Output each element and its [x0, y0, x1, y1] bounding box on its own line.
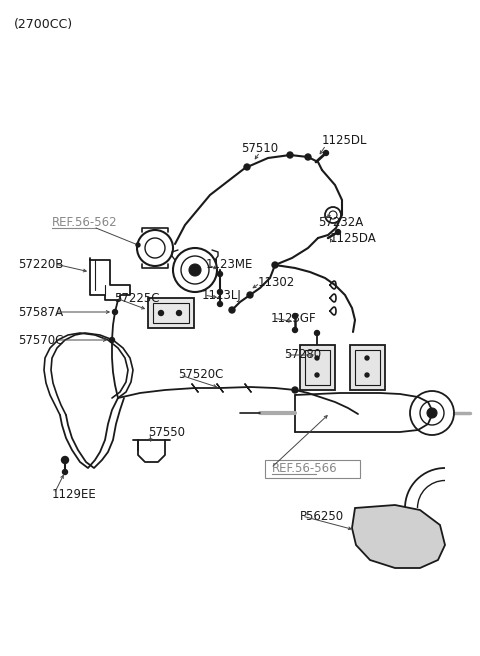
Circle shape	[315, 356, 319, 360]
Text: REF.56-566: REF.56-566	[272, 462, 337, 474]
Text: 57587A: 57587A	[18, 306, 63, 319]
Bar	[350, 345, 385, 390]
Text: 1123GF: 1123GF	[271, 312, 317, 325]
Circle shape	[427, 408, 437, 418]
Text: REF.56-562: REF.56-562	[52, 216, 118, 228]
Circle shape	[247, 292, 253, 298]
Circle shape	[272, 262, 278, 268]
Circle shape	[365, 356, 369, 360]
Text: 11302: 11302	[258, 276, 295, 289]
Text: 57280: 57280	[284, 348, 321, 361]
Circle shape	[136, 243, 140, 247]
Circle shape	[287, 152, 293, 158]
Text: 1125DL: 1125DL	[322, 134, 368, 148]
Circle shape	[229, 307, 235, 313]
Circle shape	[189, 264, 201, 276]
Polygon shape	[352, 505, 445, 568]
Text: 57232A: 57232A	[318, 216, 363, 228]
Circle shape	[177, 310, 181, 316]
Text: 1129EE: 1129EE	[52, 487, 97, 501]
Circle shape	[336, 230, 340, 234]
Text: 1123LJ: 1123LJ	[202, 289, 242, 302]
Text: 57225C: 57225C	[114, 291, 159, 304]
Text: 57220B: 57220B	[18, 258, 63, 270]
Circle shape	[158, 310, 164, 316]
Circle shape	[292, 327, 298, 333]
Circle shape	[244, 164, 250, 170]
Circle shape	[109, 337, 115, 342]
Bar	[305, 350, 330, 385]
Text: (2700CC): (2700CC)	[14, 18, 73, 31]
Bar	[148, 298, 194, 328]
Bar	[265, 460, 360, 478]
Text: P56250: P56250	[300, 510, 344, 522]
Circle shape	[365, 373, 369, 377]
Circle shape	[217, 302, 223, 306]
Circle shape	[292, 314, 298, 319]
Circle shape	[305, 154, 311, 160]
Circle shape	[314, 331, 320, 335]
Bar	[355, 350, 380, 385]
Circle shape	[315, 373, 319, 377]
Circle shape	[292, 387, 298, 393]
Circle shape	[217, 272, 223, 276]
Circle shape	[324, 150, 328, 155]
Circle shape	[61, 457, 69, 464]
Text: 57570C: 57570C	[18, 333, 63, 346]
Text: 57520C: 57520C	[178, 369, 223, 382]
Circle shape	[112, 310, 118, 314]
Text: 57550: 57550	[148, 426, 185, 438]
Text: 1123ME: 1123ME	[206, 258, 253, 272]
Circle shape	[217, 289, 223, 295]
Circle shape	[62, 470, 68, 474]
Text: 57510: 57510	[241, 142, 278, 155]
Text: 1125DA: 1125DA	[330, 232, 377, 245]
Bar	[153, 303, 189, 323]
Bar	[300, 345, 335, 390]
